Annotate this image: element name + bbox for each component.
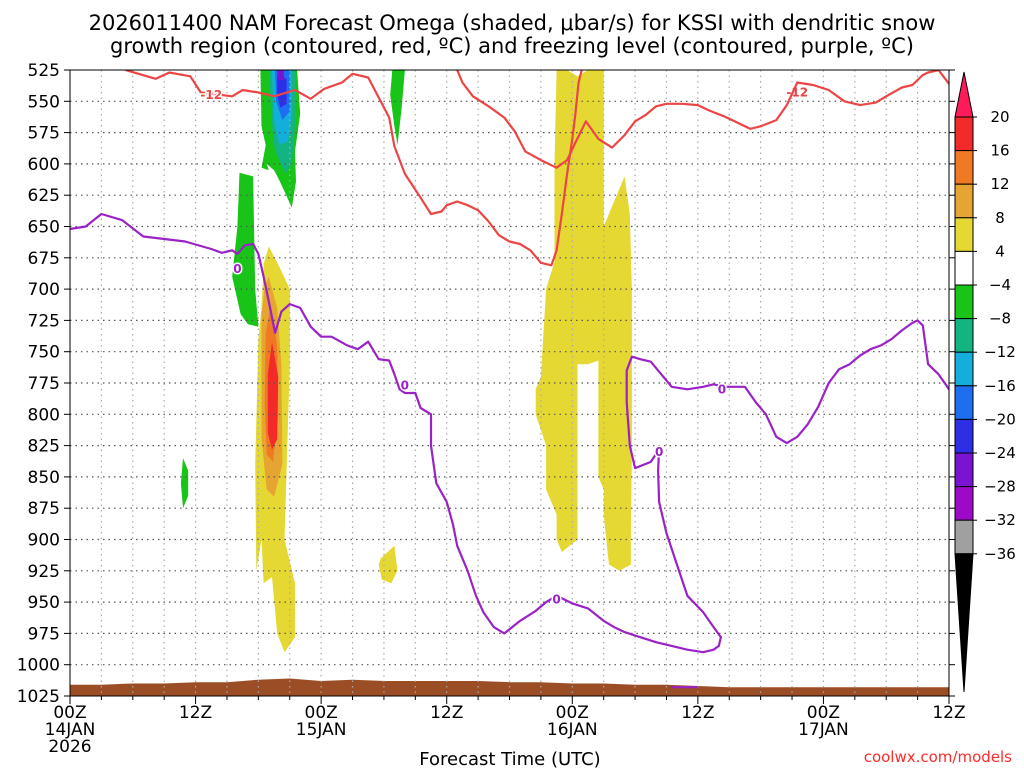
colorbar-segment [954,250,974,286]
x-tick-label: 15JAN [296,720,347,740]
colorbar-label: −12 [984,343,1016,361]
x-tick-label: 00Z [807,703,840,723]
colorbar-label: −20 [984,410,1016,428]
y-tick-label: 800 [28,405,60,425]
colorbar-label: 8 [995,209,1005,227]
colorbar-segment [954,452,974,488]
contour-label: 0 [401,379,409,393]
y-tick-label: 925 [28,562,60,582]
colorbar-segment [954,284,974,320]
x-tick-label: 12Z [179,703,212,723]
contour-line [70,212,949,654]
y-axis: 525 550 575 600 625 650 675 700 725 750 775 800 825 8… [17,61,955,707]
x-tick-label: 12Z [430,703,463,723]
colorbar-label: −36 [984,545,1016,563]
chart-title-line-1: 2026011400 NAM Forecast Omega (shaded, μ… [89,11,936,35]
x-tick-label: 12Z [932,703,965,723]
colorbar-arrow-top [954,71,974,118]
omega-region [180,458,189,509]
contour-line [456,70,949,169]
colorbar: 20 16 12 8 4 −4 −8 −12 −16 −20 −24 −28 −32 −36 [954,71,1016,693]
colorbar-label: −8 [989,310,1011,328]
y-tick-label: 675 [28,249,60,269]
colorbar-label: −24 [984,444,1016,462]
y-tick-label: 1000 [17,656,60,676]
colorbar-label: 12 [990,175,1009,193]
x-tick-label: 00Z [53,703,86,723]
y-tick-label: 950 [28,593,60,613]
omega-region [267,341,279,450]
x-tick-label: 17JAN [798,720,849,740]
y-tick-label: 775 [28,374,60,394]
colorbar-label: 20 [990,108,1009,126]
colorbar-label: −28 [984,478,1016,496]
y-tick-label: 625 [28,186,60,206]
chart-title-line-2: growth region (contoured, red, ºC) and f… [110,34,914,58]
colorbar-segment [954,217,974,252]
contour-label: 0 [552,593,560,607]
y-tick-label: 550 [28,92,60,112]
contour-label: 0 [718,382,726,396]
y-tick-label: 1025 [17,687,60,707]
y-tick-label: 525 [28,61,60,81]
colorbar-segment [954,116,974,152]
colorbar-label: 4 [995,242,1005,260]
omega-region [535,70,632,571]
y-tick-label: 875 [28,499,60,519]
colorbar-label: −32 [984,511,1016,529]
x-tick-label: 00Z [305,703,338,723]
credit-text: coolwx.com/models [864,748,1012,766]
x-tick-label: 00Z [556,703,589,723]
omega-region [277,76,287,108]
y-tick-label: 975 [28,624,60,644]
colorbar-label: −16 [984,377,1016,395]
x-tick-label: 2026 [48,737,91,757]
y-tick-label: 900 [28,531,60,551]
x-tick-label: 14JAN [45,720,96,740]
colorbar-segment [954,486,974,521]
colorbar-arrow-bottom [954,553,974,693]
y-tick-label: 750 [28,343,60,363]
y-tick-label: 825 [28,437,60,457]
y-tick-label: 650 [28,218,60,238]
colorbar-label: 16 [990,142,1009,160]
omega-region [277,70,285,80]
colorbar-segment [954,351,974,387]
contour-label: -12 [200,88,222,102]
x-tick-label: 16JAN [547,720,598,740]
y-tick-label: 850 [28,468,60,488]
colorbar-segment [954,519,974,555]
y-tick-label: 575 [28,124,60,144]
y-tick-label: 600 [28,155,60,175]
x-axis-label: Forecast Time (UTC) [419,749,600,768]
contour-label: 0 [233,262,241,276]
colorbar-segment [954,150,974,185]
omega-shading [180,70,632,653]
colorbar-segment [954,418,974,454]
omega-region [378,545,398,584]
colorbar-segment [954,183,974,219]
contour-label: 0 [655,445,663,459]
colorbar-label: −4 [989,276,1011,294]
omega-region [390,70,405,146]
x-tick-label: 12Z [681,703,714,723]
contour-line [125,70,583,267]
grid-lines [70,70,949,696]
y-tick-label: 725 [28,311,60,331]
colorbar-segment [954,318,974,353]
omega-region [232,172,259,327]
y-tick-label: 700 [28,280,60,300]
colorbar-segment [954,385,974,420]
